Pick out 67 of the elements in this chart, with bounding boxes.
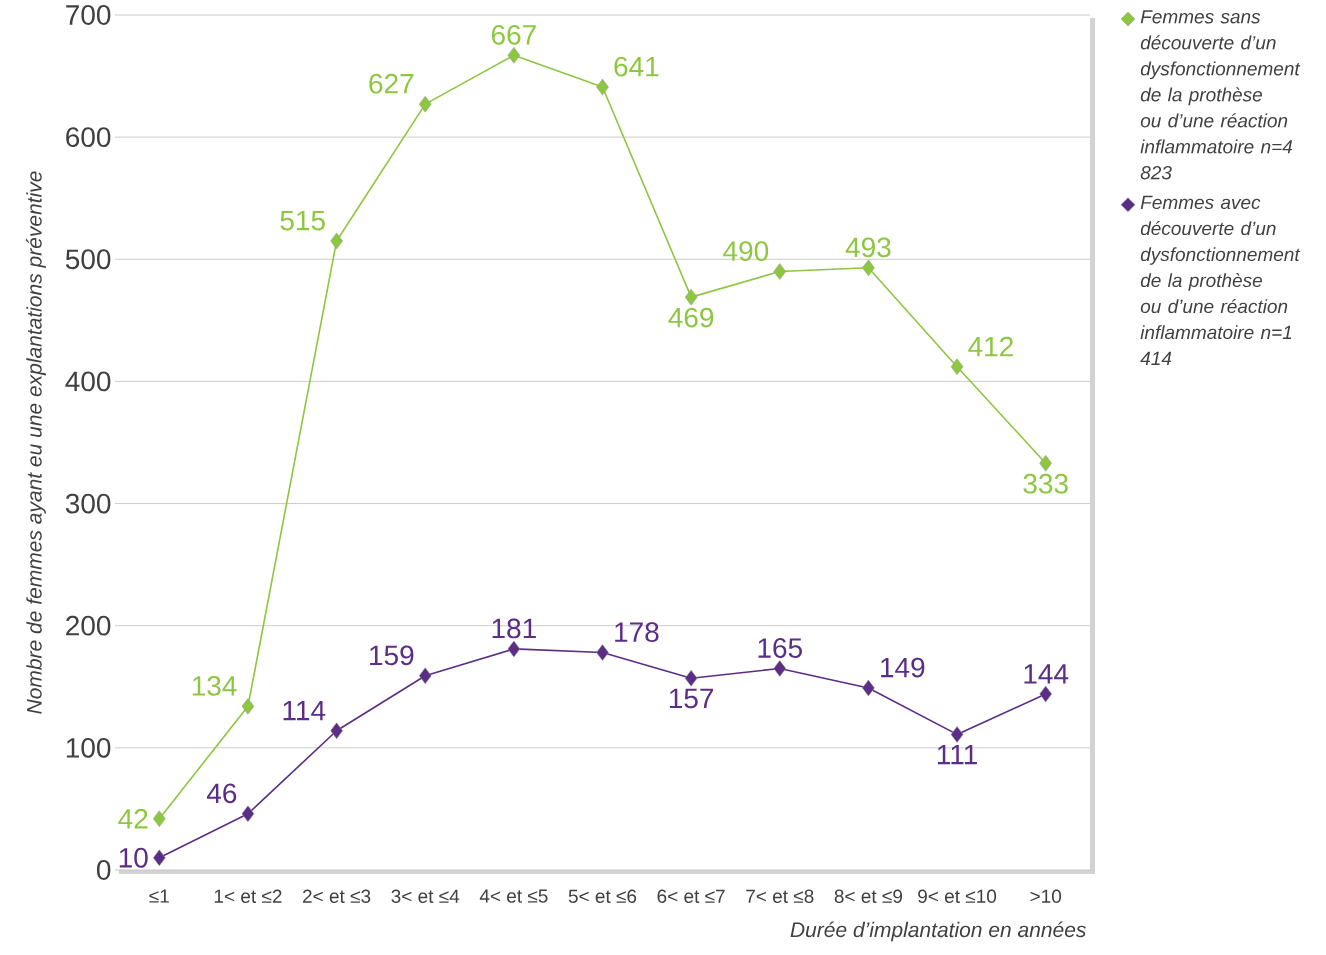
data-label: 515 [280,210,325,231]
point [153,849,166,867]
point [950,726,964,743]
data-label: 181 [492,618,536,639]
y-axis-title: Nombre de femmes ayant eu une explantations préventive [26,171,46,714]
data-label: 627 [369,73,414,94]
point [1039,455,1052,472]
y-tick-label: 100 [66,737,111,758]
data-label: 46 [206,783,237,804]
x-tick-label: 4< et ≤5 [479,889,548,903]
y-tick-label: 400 [65,371,111,392]
data-label: 149 [881,657,925,678]
legend-label: Femmes avec découverte d’un dysfonctionnement de la prothèse ou d’une réaction inflammatoire n=1 414 [1140,195,1301,365]
point [241,698,255,715]
point [596,644,609,661]
point [330,722,343,739]
data-label: 412 [968,336,1013,357]
y-tick-label: 500 [65,249,111,270]
point [507,47,521,64]
data-label: 114 [283,700,326,721]
x-tick-label: 7< et ≤8 [746,889,814,903]
y-tick-label: 0 [97,860,111,880]
x-tick-label: >10 [1030,889,1062,903]
point [330,232,343,250]
data-label: 641 [614,56,659,77]
point [241,805,255,823]
point [862,679,875,697]
y-tick-label: 200 [66,615,111,636]
data-label: 165 [758,638,802,658]
data-label: 667 [491,24,536,45]
data-label: 333 [1023,473,1068,494]
x-tick-label: 2< et ≤3 [303,889,371,903]
data-label: 469 [668,307,714,328]
data-label: 42 [118,808,148,829]
x-axis-title: Durée d’implantation en années [790,921,1086,942]
data-label: 144 [1024,664,1069,684]
legend-label: Femmes sans découverte d’un dysfonctionnement de la prothèse ou d’une réaction inflammatoire n=4 823 [1140,10,1301,180]
data-label: 157 [669,688,714,709]
point [418,95,432,113]
data-label: 111 [937,744,977,765]
data-label: 178 [615,622,659,643]
x-tick-label: 6< et ≤7 [657,889,725,903]
data-label: 159 [370,645,414,666]
point [950,358,964,376]
x-tick-label: 5< et ≤6 [568,889,637,903]
y-tick-label: 700 [66,5,111,25]
x-tick-label: ≤1 [149,889,169,903]
point [862,259,875,277]
x-tick-label: 3< et ≤4 [391,889,460,903]
data-label: 10 [119,847,148,868]
y-tick-label: 600 [66,127,111,148]
data-label: 490 [723,241,769,261]
point [1039,685,1052,703]
x-tick-label: 1< et ≤2 [214,889,282,903]
data-label: 493 [845,237,891,258]
point [153,810,166,827]
point [596,78,609,96]
y-tick-label: 300 [65,493,111,514]
point [773,263,787,280]
x-tick-label: 8< et ≤9 [834,889,903,903]
point [684,288,698,306]
data-label: 134 [192,675,237,696]
point [773,660,787,677]
point [507,640,521,658]
point [418,667,432,685]
x-tick-label: 9< et ≤10 [918,889,997,903]
point [684,669,698,687]
